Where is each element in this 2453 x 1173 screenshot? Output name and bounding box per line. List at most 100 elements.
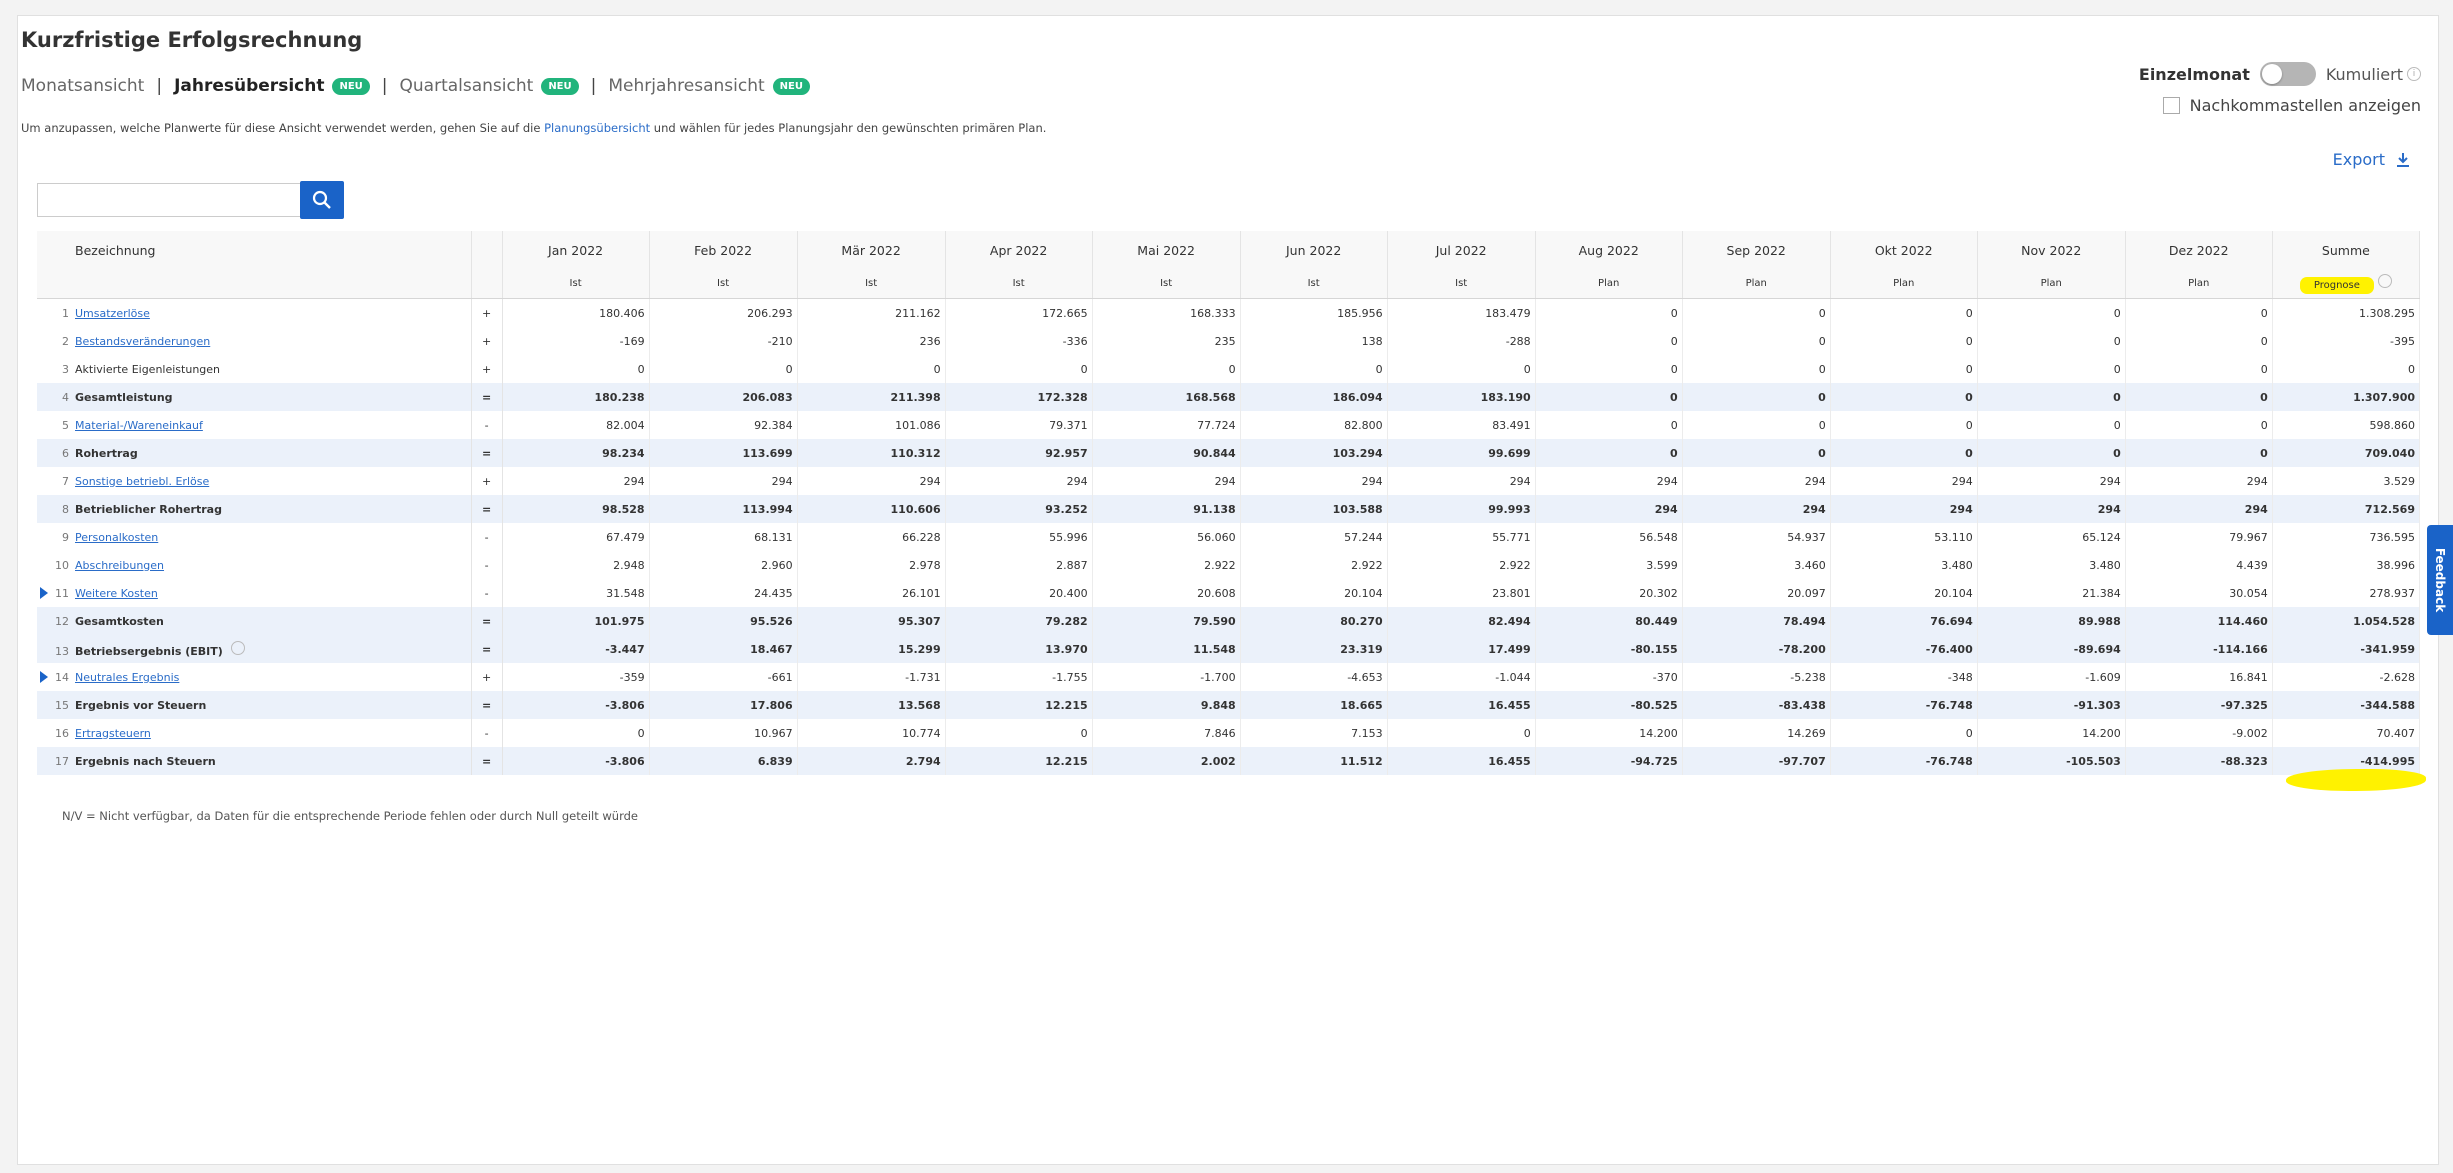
operator-cell: + bbox=[470, 663, 503, 691]
value-cell: 0 bbox=[1682, 298, 1831, 327]
row-name-link[interactable]: Umsatzerlöse bbox=[75, 306, 150, 320]
row-label-cell: 2 Bestandsveränderungen bbox=[37, 327, 471, 355]
row-label-cell: 6 Rohertrag bbox=[37, 439, 472, 467]
toggle-knob bbox=[2261, 64, 2282, 84]
column-header: Nov 2022 bbox=[1977, 231, 2126, 269]
operator-cell: + bbox=[470, 467, 503, 495]
value-cell: 90.844 bbox=[1092, 439, 1241, 467]
expand-arrow-icon[interactable] bbox=[40, 587, 48, 599]
column-header: Okt 2022 bbox=[1830, 231, 1978, 269]
operator-cell: - bbox=[470, 579, 503, 607]
tab-quartalsansicht[interactable]: Quartalsansicht NEU bbox=[400, 76, 579, 96]
value-cell: 294 bbox=[1387, 467, 1536, 495]
tab-label: Mehrjahresansicht bbox=[608, 76, 765, 96]
export-button[interactable]: Export bbox=[2333, 150, 2411, 169]
value-cell: 0 bbox=[1682, 411, 1831, 439]
column-subheader: Ist bbox=[797, 269, 946, 299]
row-label-cell: 8 Betrieblicher Rohertrag bbox=[37, 495, 472, 523]
value-cell: 95.526 bbox=[649, 607, 798, 635]
info-icon[interactable]: i bbox=[2407, 67, 2421, 81]
download-icon bbox=[2397, 152, 2409, 167]
value-cell: -94.725 bbox=[1535, 747, 1683, 775]
row-label-cell: 9 Personalkosten bbox=[37, 523, 471, 551]
row-name-link[interactable]: Sonstige betriebl. Erlöse bbox=[75, 474, 210, 488]
column-subheader: Plan bbox=[1977, 269, 2126, 299]
value-cell: 4.439 bbox=[2125, 551, 2273, 579]
table-row: 16 Ertragsteuern -0 10.967 10.774 0 7.846 7.153… bbox=[37, 719, 2421, 747]
value-cell: 113.994 bbox=[649, 495, 798, 523]
value-cell: 0 bbox=[649, 355, 798, 383]
row-name-link[interactable]: Ertragsteuern bbox=[75, 726, 151, 740]
expand-arrow-icon[interactable] bbox=[40, 671, 48, 683]
row-name-link[interactable]: Abschreibungen bbox=[75, 558, 165, 572]
column-header: Sep 2022 bbox=[1682, 231, 1831, 269]
row-name-link[interactable]: Bestandsveränderungen bbox=[75, 334, 211, 348]
row-label-cell: 7 Sonstige betriebl. Erlöse bbox=[37, 467, 471, 495]
value-cell: 92.384 bbox=[649, 411, 798, 439]
search-input[interactable] bbox=[37, 183, 300, 217]
row-name-link[interactable]: Weitere Kosten bbox=[75, 586, 158, 600]
highlight-mark bbox=[2286, 769, 2426, 791]
cumulative-toggle[interactable] bbox=[2259, 62, 2316, 86]
value-cell: 294 bbox=[945, 467, 1093, 495]
subheader-label: Ist bbox=[1307, 278, 1320, 289]
info-icon[interactable] bbox=[230, 640, 245, 655]
value-cell: -76.400 bbox=[1830, 635, 1978, 663]
tab-separator: | bbox=[156, 76, 163, 96]
value-cell: 67.479 bbox=[502, 523, 650, 551]
value-cell: 89.988 bbox=[1977, 607, 2126, 635]
value-cell: 294 bbox=[1830, 495, 1978, 523]
row-label-cell: 17 Ergebnis nach Steuern bbox=[37, 747, 472, 775]
row-name-link[interactable]: Personalkosten bbox=[75, 530, 159, 544]
column-header: Mär 2022 bbox=[797, 231, 946, 269]
operator-cell: + bbox=[470, 355, 503, 383]
value-cell: -5.238 bbox=[1682, 663, 1831, 691]
value-cell: 17.806 bbox=[649, 691, 798, 719]
value-cell: 79.282 bbox=[945, 607, 1093, 635]
value-cell: 294 bbox=[1977, 495, 2126, 523]
decimals-checkbox[interactable] bbox=[2162, 97, 2180, 114]
tab-monatsansicht[interactable]: Monatsansicht bbox=[21, 76, 144, 96]
operator-cell: = bbox=[470, 495, 503, 523]
table-row: 11 Weitere Kosten -31.548 24.435 26.101 20.40… bbox=[37, 579, 2421, 607]
value-cell: 12.215 bbox=[945, 691, 1093, 719]
info-icon[interactable] bbox=[2377, 273, 2392, 288]
value-cell: 2.922 bbox=[1387, 551, 1536, 579]
row-label-cell: 11 Weitere Kosten bbox=[37, 579, 471, 607]
feedback-tab[interactable]: Feedback bbox=[2427, 525, 2453, 635]
value-cell: 0 bbox=[1092, 355, 1241, 383]
value-cell: 91.138 bbox=[1092, 495, 1241, 523]
value-cell: 82.004 bbox=[502, 411, 650, 439]
value-cell: 183.479 bbox=[1387, 298, 1536, 327]
value-cell: -4.653 bbox=[1240, 663, 1388, 691]
value-cell: 138 bbox=[1240, 327, 1388, 355]
subheader-label: Ist bbox=[865, 278, 878, 289]
value-cell: 24.435 bbox=[649, 579, 798, 607]
row-number: 4 bbox=[62, 390, 69, 404]
tab-mehrjahresansicht[interactable]: Mehrjahresansicht NEU bbox=[608, 76, 810, 96]
value-cell: -370 bbox=[1535, 663, 1683, 691]
value-cell: 172.328 bbox=[945, 383, 1093, 411]
column-subheader: Ist bbox=[1387, 269, 1536, 299]
planungsuebersicht-link[interactable]: Planungsübersicht bbox=[544, 121, 651, 135]
value-cell: 103.588 bbox=[1240, 495, 1388, 523]
decimals-option: Nachkommastellen anzeigen bbox=[2162, 96, 2421, 115]
value-cell: 3.529 bbox=[2272, 467, 2421, 495]
tab-jahresuebersicht[interactable]: Jahresübersicht NEU bbox=[174, 76, 370, 96]
value-cell: 294 bbox=[1682, 495, 1831, 523]
row-label-cell: 13 Betriebsergebnis (EBIT) bbox=[37, 635, 472, 663]
value-cell: 0 bbox=[2125, 439, 2273, 467]
value-cell: 21.384 bbox=[1977, 579, 2126, 607]
row-number: 9 bbox=[62, 530, 69, 544]
row-name-link[interactable]: Material-/Wareneinkauf bbox=[75, 418, 203, 432]
row-name-link[interactable]: Neutrales Ergebnis bbox=[75, 670, 180, 684]
column-subheader: Plan bbox=[1682, 269, 1831, 299]
value-cell: 18.467 bbox=[649, 635, 798, 663]
value-cell: 168.568 bbox=[1092, 383, 1241, 411]
value-cell: 20.104 bbox=[1830, 579, 1978, 607]
search-button[interactable] bbox=[300, 181, 344, 219]
value-cell: 17.499 bbox=[1387, 635, 1536, 663]
value-cell: 55.771 bbox=[1387, 523, 1536, 551]
column-header: Mai 2022 bbox=[1092, 231, 1241, 269]
value-cell: 20.608 bbox=[1092, 579, 1241, 607]
